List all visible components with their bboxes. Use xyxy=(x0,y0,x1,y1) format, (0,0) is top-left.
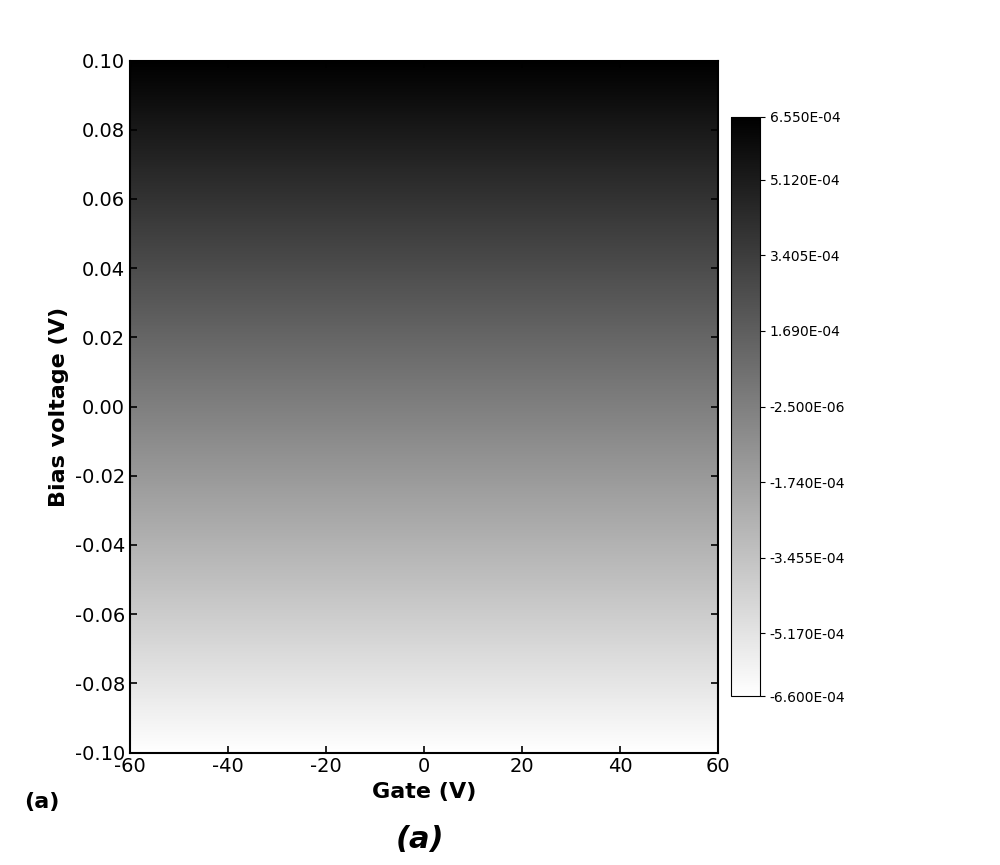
X-axis label: Gate (V): Gate (V) xyxy=(372,782,476,802)
Text: (a): (a) xyxy=(396,824,444,854)
Text: (a): (a) xyxy=(24,792,59,812)
Y-axis label: Bias voltage (V): Bias voltage (V) xyxy=(49,306,69,507)
